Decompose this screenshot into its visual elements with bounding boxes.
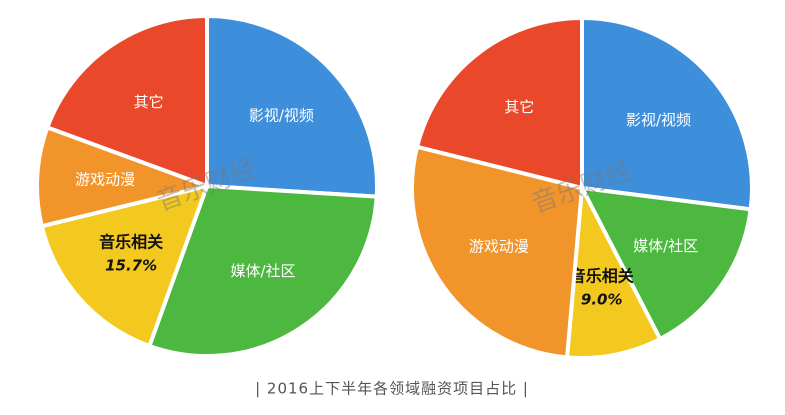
slice-label: 游戏动漫 xyxy=(75,171,135,189)
pie-slice xyxy=(44,13,209,189)
pie-slice xyxy=(580,15,754,212)
caption: | 2016上下半年各领域融资项目占比 | xyxy=(255,380,529,398)
slice-label: 影视/视频 xyxy=(626,111,691,129)
pie-slice xyxy=(146,183,379,358)
slice-value-label: 9.0% xyxy=(581,291,623,309)
slice-label: 其它 xyxy=(504,98,534,116)
pie-slice xyxy=(39,183,211,349)
slice-label: 游戏动漫 xyxy=(469,238,529,256)
pie-slice xyxy=(205,13,379,199)
slice-value-label: 15.7% xyxy=(105,257,157,275)
pie-slice xyxy=(410,144,585,360)
slice-label: 其它 xyxy=(134,93,164,111)
slice-label: 影视/视频 xyxy=(249,107,314,125)
slice-label: 音乐相关 xyxy=(99,233,163,252)
pie-slice xyxy=(414,15,584,191)
slice-label: 媒体/社区 xyxy=(230,262,295,280)
slice-label: 音乐相关 xyxy=(570,267,634,286)
pie-slice xyxy=(35,124,214,229)
pie-slice xyxy=(578,185,753,342)
slice-label: 媒体/社区 xyxy=(633,237,698,255)
